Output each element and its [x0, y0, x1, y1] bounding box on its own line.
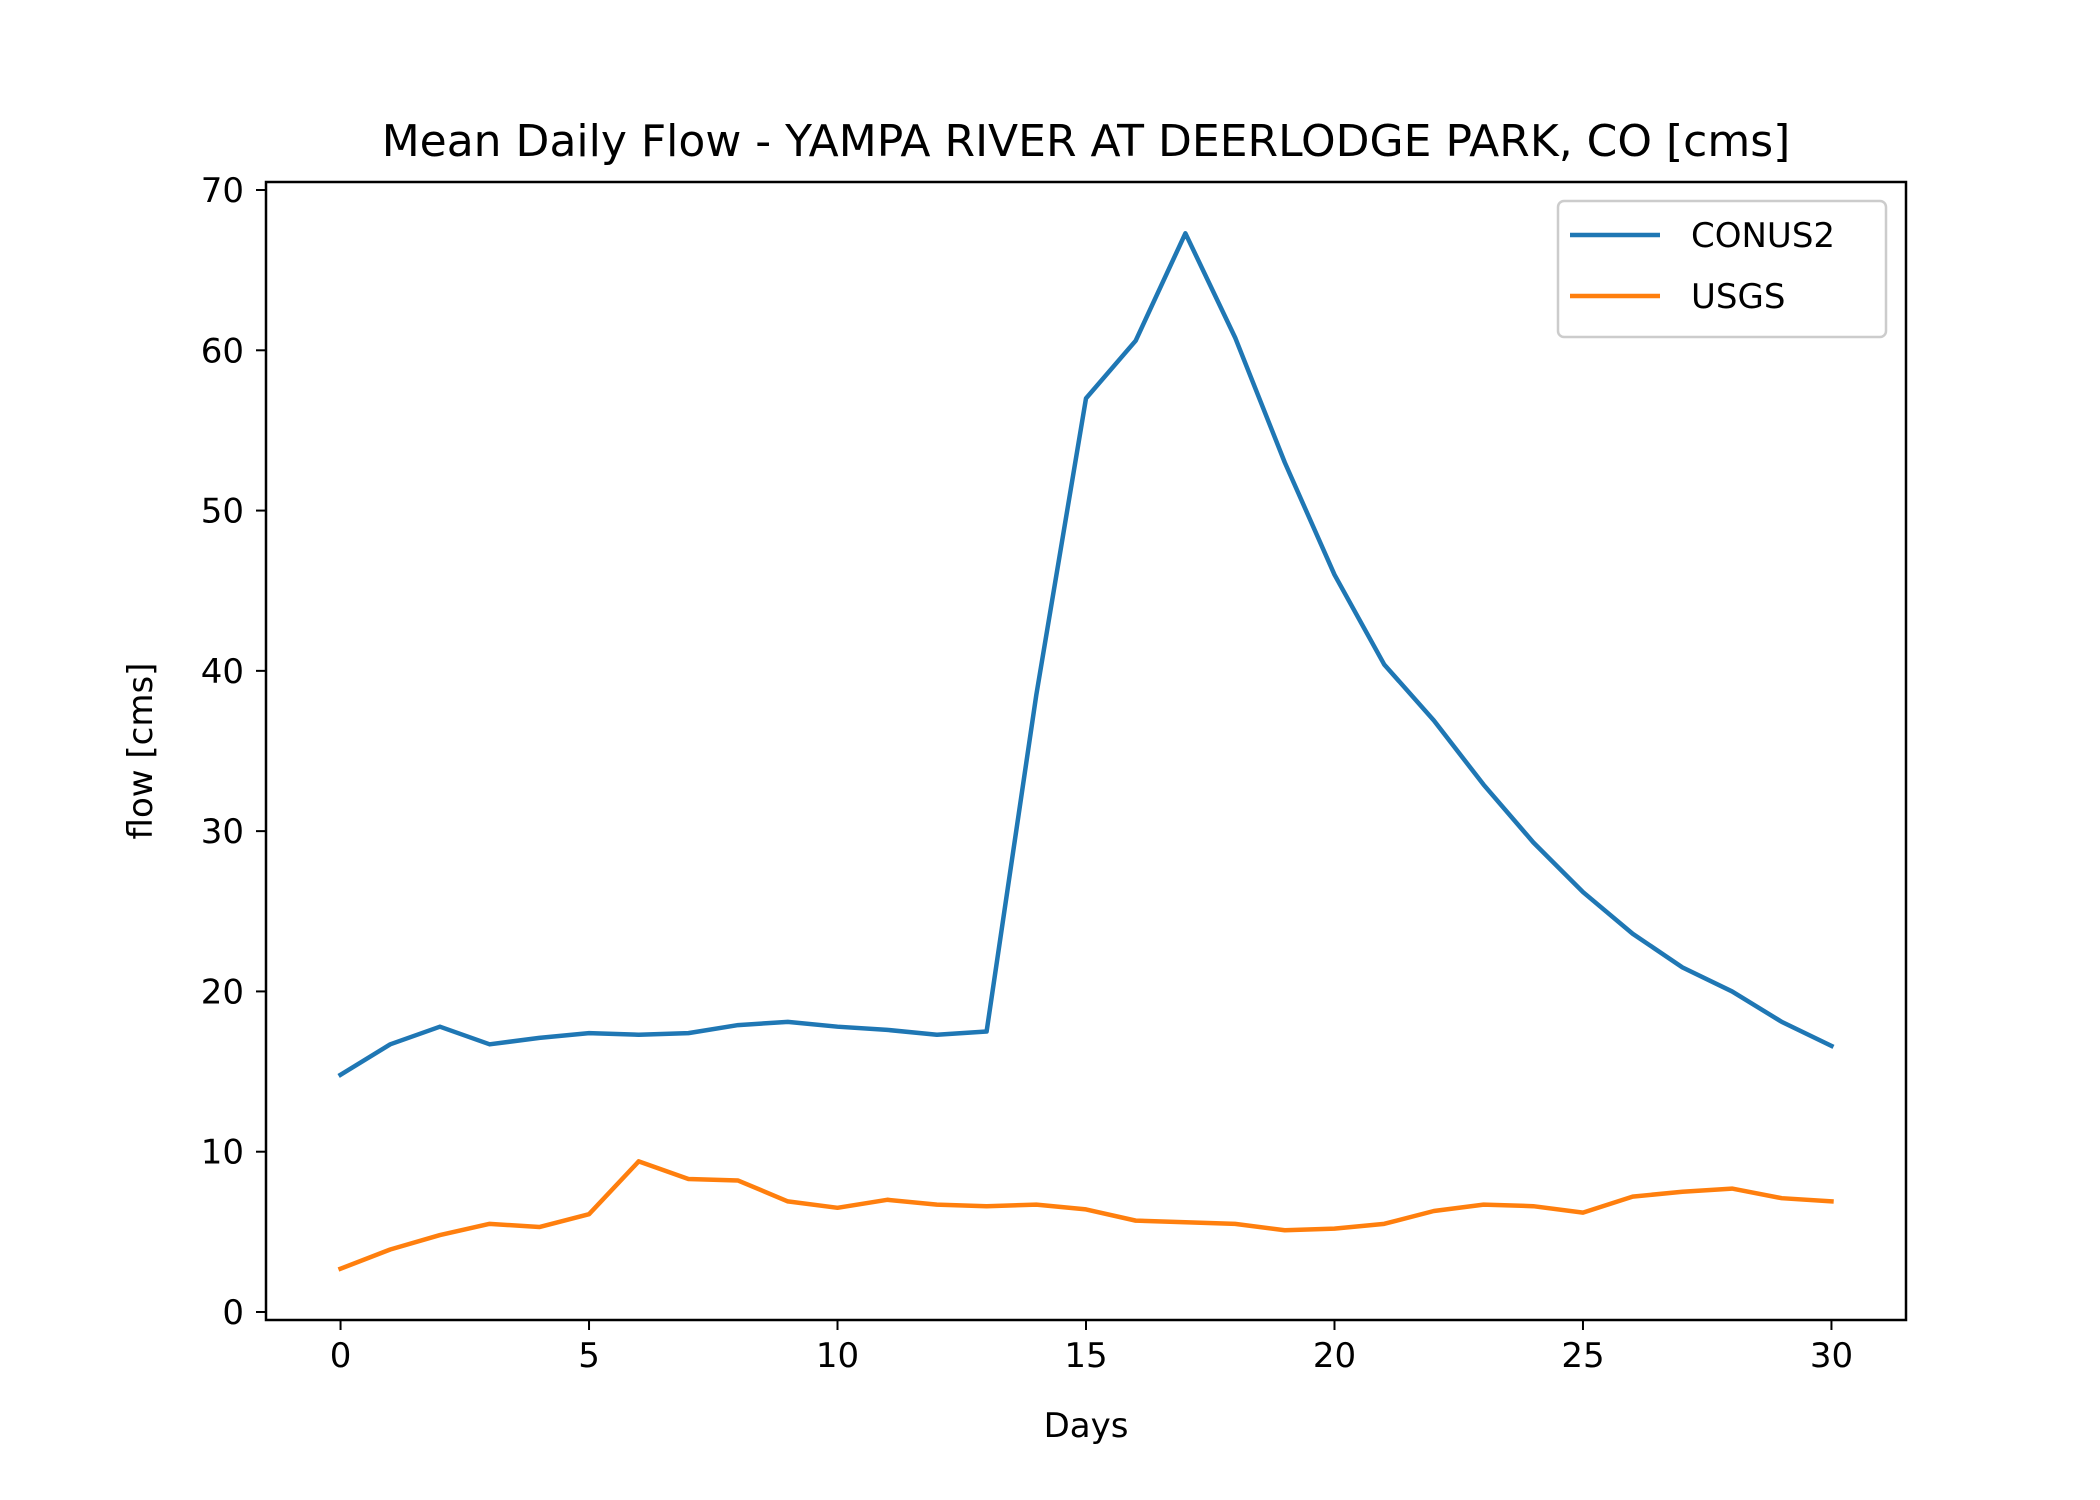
y-tick-label: 20 [201, 972, 244, 1012]
x-tick-label: 10 [816, 1336, 859, 1376]
x-tick-label: 20 [1313, 1336, 1356, 1376]
series-line-usgs [337, 1159, 1834, 1272]
legend: CONUS2 USGS [1556, 199, 1888, 339]
y-tick-label: 30 [201, 812, 244, 852]
y-tick-label: 50 [201, 492, 244, 532]
y-tick-label: 60 [201, 331, 244, 371]
x-tick-label: 0 [330, 1336, 352, 1376]
series-line-conus2 [337, 231, 1835, 1078]
y-tick-label: 0 [222, 1293, 244, 1333]
plot-area-frame [264, 180, 1908, 1322]
x-tick-label: 25 [1561, 1336, 1604, 1376]
y-axis-ticks: 0 10 20 30 40 50 60 70 [201, 171, 266, 1333]
x-axis-label: Days [1044, 1406, 1129, 1446]
y-tick-label: 70 [201, 171, 244, 211]
chart-title: Mean Daily Flow - YAMPA RIVER AT DEERLOD… [382, 116, 1791, 167]
series-layer [337, 231, 1835, 1272]
y-axis-label: flow [cms] [121, 663, 161, 840]
legend-label-conus2: CONUS2 [1691, 216, 1835, 256]
x-tick-label: 15 [1064, 1336, 1107, 1376]
y-tick-label: 40 [201, 652, 244, 692]
x-tick-label: 5 [578, 1336, 600, 1376]
y-tick-label: 10 [201, 1133, 244, 1173]
x-axis-ticks: 0 5 10 15 20 25 30 [330, 1320, 1853, 1376]
series-points-conus2 [340, 233, 1832, 1075]
x-tick-label: 30 [1810, 1336, 1853, 1376]
legend-label-usgs: USGS [1691, 277, 1785, 317]
series-points-usgs [340, 1161, 1832, 1269]
